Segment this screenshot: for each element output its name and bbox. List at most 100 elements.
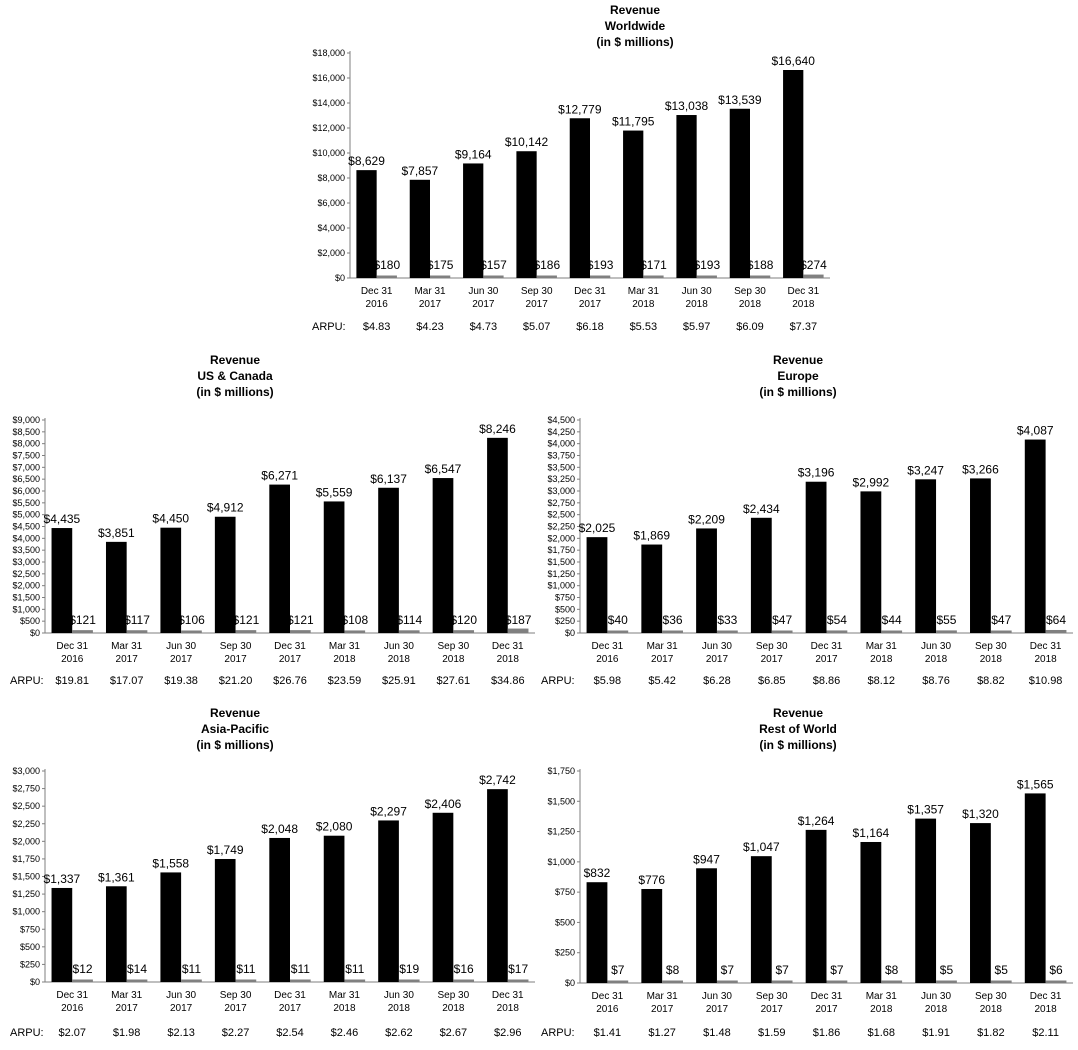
y-tick-label: $1,250: [547, 569, 575, 579]
x-tick-label: Dec 31: [811, 641, 843, 652]
chart-title: Revenue US & Canada (in $ millions): [0, 352, 470, 400]
data-label-secondary: $171: [640, 258, 667, 272]
y-tick-label: $1,500: [12, 872, 40, 882]
bar-revenue: [729, 108, 750, 278]
bar-secondary: [716, 980, 738, 983]
chart-title-line: (in $ millions): [759, 738, 837, 752]
chart-title-line: (in $ millions): [596, 35, 674, 49]
data-label-secondary: $16: [454, 962, 474, 976]
chart-title-line: Europe: [777, 369, 819, 383]
arpu-value: $7.37: [790, 321, 818, 333]
bar-secondary: [826, 980, 848, 983]
arpu-value: $6.28: [703, 675, 731, 687]
x-tick-label: 2017: [419, 299, 442, 310]
arpu-value: $6.85: [758, 675, 786, 687]
x-tick-label: 2017: [706, 654, 729, 665]
bar-secondary: [430, 275, 451, 278]
bar-revenue: [750, 517, 772, 633]
arpu-label: ARPU:: [10, 675, 44, 687]
data-label-revenue: $4,087: [1017, 424, 1054, 438]
y-tick-label: $3,750: [547, 451, 575, 461]
bar-revenue: [51, 528, 73, 633]
y-tick-label: $8,000: [317, 173, 345, 183]
y-tick-label: $1,000: [12, 604, 40, 614]
bar-secondary: [235, 630, 257, 633]
y-tick-label: $750: [555, 887, 575, 897]
data-label-revenue: $1,264: [798, 814, 835, 828]
bar-secondary: [881, 980, 903, 983]
arpu-value: $1.59: [758, 1027, 786, 1039]
arpu-value: $17.07: [110, 675, 144, 687]
x-tick-label: 2018: [870, 1004, 893, 1015]
arpu-value: $19.38: [164, 675, 198, 687]
bar-secondary: [398, 979, 420, 982]
x-tick-label: Sep 30: [734, 286, 766, 297]
data-label-revenue: $1,047: [743, 840, 780, 854]
x-tick-label: 2017: [224, 1003, 247, 1014]
y-tick-label: $1,250: [547, 827, 575, 837]
x-tick-label: Jun 30: [702, 991, 732, 1002]
x-tick-label: 2018: [925, 1004, 948, 1015]
y-tick-label: $1,750: [547, 545, 575, 555]
data-label-secondary: $40: [608, 613, 628, 627]
arpu-value: $1.82: [977, 1027, 1005, 1039]
arpu-value: $5.07: [523, 321, 551, 333]
bar-revenue: [516, 151, 537, 278]
data-label-secondary: $64: [1046, 613, 1066, 627]
bar-revenue: [915, 818, 937, 983]
chart-asia-pacific: Revenue Asia-Pacific (in $ millions) $0 $…: [0, 703, 540, 1048]
chart-svg: $0 $2,000 $4,000 $6,000 $8,000 $10,000 $12,000…: [312, 48, 830, 333]
chart-svg: $0 $250 $500 $750 $1,000 $1,250 $1,500 $1,750 $2…: [10, 766, 535, 1039]
x-tick-label: Dec 31: [274, 641, 306, 652]
bar-revenue: [586, 537, 608, 633]
x-tick-label: Sep 30: [437, 990, 469, 1001]
x-tick-label: Mar 31: [414, 286, 446, 297]
x-tick-label: 2018: [792, 299, 815, 310]
data-label-revenue: $1,164: [853, 826, 890, 840]
bar-secondary: [590, 275, 611, 278]
bar-revenue: [51, 887, 73, 982]
x-tick-label: 2017: [472, 299, 495, 310]
bar-secondary: [1045, 629, 1067, 633]
x-tick-label: Mar 31: [866, 991, 898, 1002]
y-tick-label: $1,500: [547, 796, 575, 806]
bar-secondary: [507, 628, 529, 633]
y-tick-label: $2,500: [12, 569, 40, 579]
arpu-value: $5.97: [683, 321, 711, 333]
bar-secondary: [507, 979, 529, 982]
x-tick-label: Jun 30: [384, 990, 414, 1001]
bar-secondary: [662, 980, 683, 983]
x-tick-label: 2018: [925, 654, 948, 665]
y-tick-label: $5,500: [12, 498, 40, 508]
arpu-value: $2.67: [440, 1027, 468, 1039]
y-tick-label: $2,500: [547, 510, 575, 520]
y-tick-label: $1,750: [547, 766, 575, 776]
arpu-value: $8.76: [922, 675, 950, 687]
bar-revenue: [1024, 793, 1046, 983]
y-tick-label: $9,000: [12, 415, 40, 425]
y-tick-label: $3,000: [12, 766, 40, 776]
data-label-secondary: $12: [73, 962, 93, 976]
bar-revenue: [105, 886, 127, 982]
arpu-value: $27.61: [437, 675, 471, 687]
y-tick-label: $3,500: [12, 545, 40, 555]
bar-revenue: [569, 118, 590, 278]
bar-secondary: [696, 275, 717, 278]
arpu-value: $23.59: [328, 675, 362, 687]
x-tick-label: 2017: [651, 654, 674, 665]
x-tick-label: 2017: [279, 654, 302, 665]
arpu-value: $4.23: [416, 321, 444, 333]
y-tick-label: $250: [20, 959, 40, 969]
arpu-value: $1.48: [703, 1027, 731, 1039]
y-tick-label: $6,500: [12, 474, 40, 484]
bar-revenue: [676, 115, 697, 279]
x-tick-label: 2017: [706, 1004, 729, 1015]
data-label-revenue: $1,337: [44, 872, 81, 886]
chart-title: Revenue Worldwide (in $ millions): [430, 2, 840, 50]
x-tick-label: Dec 31: [1030, 641, 1062, 652]
chart-title-line: Worldwide: [604, 19, 666, 33]
arpu-value: $4.83: [363, 321, 391, 333]
arpu-value: $34.86: [491, 675, 525, 687]
x-tick-label: Mar 31: [866, 641, 898, 652]
y-tick-label: $750: [20, 924, 40, 934]
